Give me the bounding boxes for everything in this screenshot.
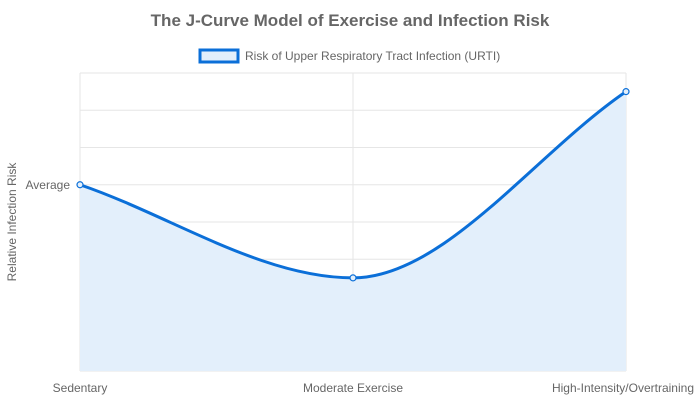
legend[interactable]: Risk of Upper Respiratory Tract Infectio… [198, 48, 500, 64]
legend-swatch [198, 48, 240, 64]
series-area [80, 91, 626, 371]
plot-area [76, 88, 630, 371]
y-axis-label: Relative Infection Risk [5, 162, 19, 282]
x-tick-label: Moderate Exercise [303, 381, 403, 395]
y-tick-label: Average [26, 178, 71, 192]
y-axis: Average [26, 178, 71, 192]
chart-title: The J-Curve Model of Exercise and Infect… [151, 11, 550, 30]
x-tick-label: Sedentary [53, 381, 108, 395]
x-tick-label: High-Intensity/Overtraining [552, 381, 694, 395]
x-axis: Sedentary Moderate Exercise High-Intensity… [53, 381, 694, 395]
data-point-1[interactable] [76, 181, 84, 189]
legend-label: Risk of Upper Respiratory Tract Infectio… [245, 49, 500, 63]
data-point-2[interactable] [349, 274, 357, 282]
data-point-3[interactable] [622, 88, 630, 96]
